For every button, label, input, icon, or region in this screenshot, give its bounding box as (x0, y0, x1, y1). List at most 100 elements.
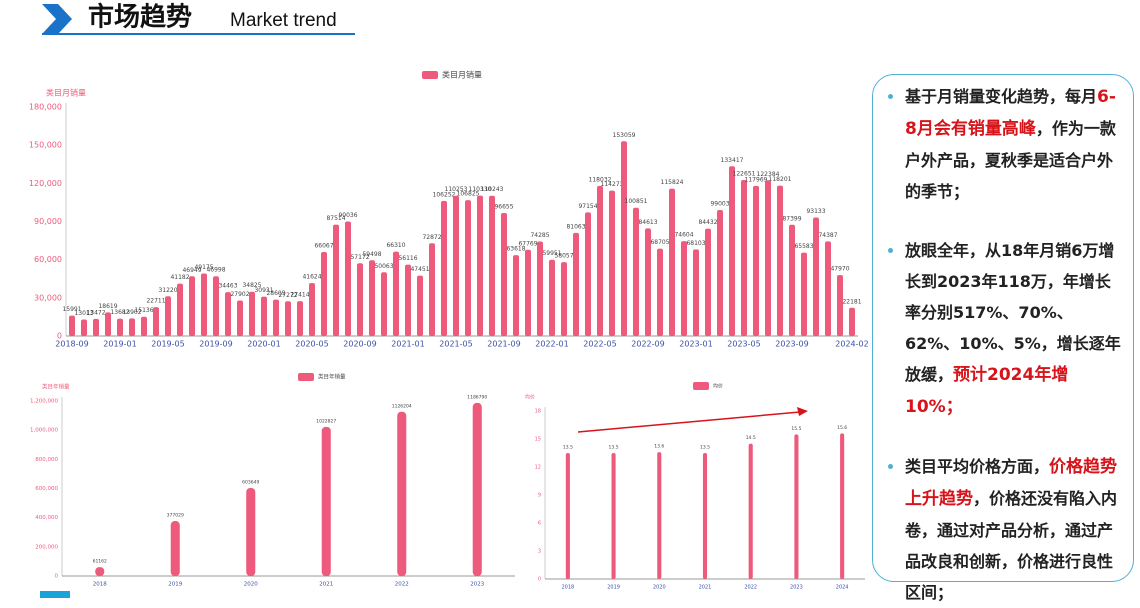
bullet-text: 类目平均价格方面， (905, 457, 1050, 476)
bar (93, 318, 99, 336)
bar (117, 318, 123, 336)
x-tick-label: 2023 (790, 585, 803, 591)
bar (285, 301, 291, 336)
data-label: 57172 (350, 254, 369, 261)
x-tick-label: 2020-05 (295, 340, 328, 349)
data-label: 18619 (98, 303, 117, 310)
insight-list: 基于月销量变化趋势，每月6-8月会有销量高峰，作为一款户外产品，夏秋季是适合户外… (881, 81, 1123, 608)
x-tick-label: 2022-01 (535, 340, 568, 349)
bar (477, 195, 483, 336)
x-tick-label: 2020-09 (343, 340, 376, 349)
bar (397, 411, 407, 576)
data-label: 50063 (374, 263, 393, 270)
data-label: 49175 (194, 264, 213, 271)
bar (837, 274, 843, 336)
y-tick-label: 600,000 (35, 486, 58, 492)
legend-swatch (298, 373, 314, 381)
bar (249, 291, 255, 336)
bar (165, 296, 171, 336)
data-label: 15136 (134, 307, 153, 314)
data-label: 13013 (74, 310, 93, 317)
data-label: 41182 (170, 274, 189, 281)
bar (472, 402, 482, 576)
data-label: 68705 (650, 239, 669, 246)
data-label: 100851 (625, 198, 648, 205)
data-label: 27902 (230, 291, 249, 298)
data-label: 117969 (745, 176, 768, 183)
data-label: 34463 (218, 283, 237, 290)
y-tick-label: 1,200,000 (30, 399, 58, 405)
data-label: 118201 (769, 176, 792, 183)
data-label: 47970 (830, 265, 849, 272)
bar (621, 141, 627, 336)
bar (453, 195, 459, 336)
bar (741, 179, 747, 336)
data-label: 377029 (167, 513, 184, 519)
data-label: 1022827 (316, 418, 336, 424)
bar (177, 283, 183, 336)
bar (333, 224, 339, 336)
data-label: 13.5 (609, 445, 619, 451)
bar (585, 212, 591, 336)
y-tick-label: 90,000 (34, 217, 62, 226)
bullet-highlight: 价格趋势上升趋势 (905, 457, 1118, 509)
data-label: 84432 (698, 219, 717, 226)
bar (170, 521, 180, 576)
data-label: 122384 (757, 171, 780, 178)
bar (357, 263, 363, 336)
bar (561, 262, 567, 336)
bar (321, 426, 331, 576)
x-tick-label: 2020 (653, 585, 666, 591)
data-label: 110330 (469, 186, 492, 193)
x-tick-label: 2019-01 (103, 340, 136, 349)
bar (513, 255, 519, 336)
corner-block (40, 591, 70, 598)
x-tick-label: 2023 (470, 582, 484, 588)
bar (321, 251, 327, 336)
x-tick-label: 2021-05 (439, 340, 472, 349)
x-tick-label: 2018 (561, 585, 574, 591)
x-tick-label: 2022 (744, 585, 757, 591)
bullet-text: ，价格还没有陷入内卷，通过对产品分析，通过产品改良和创新，价格进行良性区间； (905, 489, 1118, 602)
bar (753, 185, 759, 336)
data-label: 13472 (86, 309, 105, 316)
bar (441, 200, 447, 336)
data-label: 603649 (242, 479, 259, 485)
x-tick-label: 2020-01 (247, 340, 280, 349)
bullet-highlight: 预计2024年增10%； (905, 365, 1069, 417)
x-tick-label: 2022-09 (631, 340, 664, 349)
y-tick-label: 6 (538, 521, 541, 527)
data-label: 27272 (278, 292, 297, 299)
y-tick-label: 400,000 (35, 515, 58, 521)
data-label: 22711 (146, 298, 165, 305)
bar (573, 232, 579, 336)
x-tick-label: 2021 (699, 585, 712, 591)
bar (794, 434, 799, 579)
header-title: 市场趋势 (88, 2, 192, 33)
data-label: 28609 (266, 290, 285, 297)
data-label: 27414 (290, 292, 309, 299)
data-label: 153059 (613, 132, 636, 139)
bar (501, 213, 507, 336)
data-label: 74604 (674, 232, 693, 239)
bar (801, 252, 807, 336)
bar (345, 221, 351, 336)
bullet: 类目平均价格方面，价格趋势上升趋势，价格还没有陷入内卷，通过对产品分析，通过产品… (905, 451, 1123, 608)
bar (201, 273, 207, 336)
bar (777, 185, 783, 336)
y-tick-label: 1,000,000 (30, 428, 58, 434)
data-label: 110253 (445, 186, 468, 193)
legend-swatch (422, 71, 438, 79)
data-label: 65583 (794, 243, 813, 250)
data-label: 97154 (578, 203, 597, 210)
bar (69, 315, 75, 336)
y-tick-label: 120,000 (29, 179, 62, 188)
x-tick-label: 2023-05 (727, 340, 760, 349)
bar (393, 251, 399, 336)
bar (609, 190, 615, 336)
data-label: 58057 (554, 253, 573, 260)
data-label: 61162 (93, 559, 107, 565)
bar (417, 275, 423, 336)
trend-arrow (577, 411, 801, 433)
